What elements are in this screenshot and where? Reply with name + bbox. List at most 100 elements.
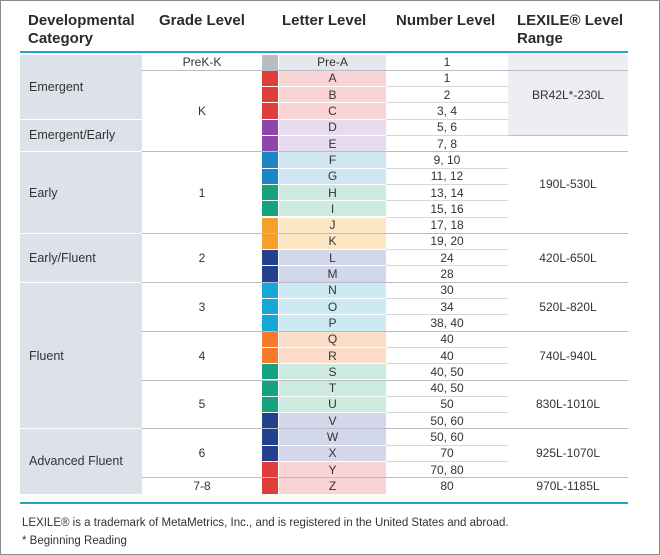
number-level-label: 2 xyxy=(443,87,451,102)
number-level-cell: 40 xyxy=(386,331,508,347)
grade-cell: 3 xyxy=(142,282,262,331)
level-color-swatch xyxy=(262,233,278,250)
header-category: Developmental Category xyxy=(28,12,135,48)
number-level-cell: 50, 60 xyxy=(386,413,508,429)
letter-level-cell: W xyxy=(279,429,386,445)
number-level-cell: 40, 50 xyxy=(386,364,508,380)
letter-level-label: D xyxy=(328,120,337,135)
number-level-label: 34 xyxy=(440,299,454,314)
number-level-cell: 28 xyxy=(386,266,508,282)
category-label: Fluent xyxy=(29,348,64,363)
number-level-cell: 34 xyxy=(386,299,508,315)
number-level-cell: 13, 14 xyxy=(386,184,508,200)
letter-level-cell: E xyxy=(279,136,386,152)
number-level-label: 50, 60 xyxy=(430,430,464,445)
number-level-label: 1 xyxy=(443,55,451,70)
letter-level-label: A xyxy=(328,71,337,86)
letter-level-label: J xyxy=(329,218,336,233)
category-label: Early/Fluent xyxy=(29,250,96,265)
lexile-divider xyxy=(508,135,628,136)
number-level-label: 80 xyxy=(440,478,454,493)
number-level-label: 38, 40 xyxy=(430,315,464,330)
level-color-swatch xyxy=(262,184,278,201)
level-color-swatch xyxy=(262,217,278,233)
level-color-swatch xyxy=(262,364,278,380)
row-divider xyxy=(386,200,508,202)
letter-level-cell: P xyxy=(279,315,386,331)
trademark-note: LEXILE® is a trademark of MetaMetrics, I… xyxy=(22,517,509,529)
header-category-line1: Developmental xyxy=(28,12,135,29)
lexile-range-label: 190L-530L xyxy=(539,177,597,192)
letter-level-label: K xyxy=(328,234,337,249)
grade-label: 6 xyxy=(198,446,206,461)
row-divider xyxy=(386,216,508,218)
number-level-label: 13, 14 xyxy=(430,185,464,200)
number-level-cell: 2 xyxy=(386,87,508,103)
lexile-range-label: 420L-650L xyxy=(539,250,597,265)
lexile-divider xyxy=(508,428,628,430)
letter-level-label: Q xyxy=(327,332,338,347)
number-level-cell: 15, 16 xyxy=(386,201,508,217)
letter-level-label: U xyxy=(328,397,337,412)
category-label: Emergent xyxy=(29,79,84,94)
header-category-line2: Category xyxy=(28,30,94,47)
letter-level-cell: Pre-A xyxy=(279,54,386,70)
row-divider xyxy=(386,412,508,414)
level-color-swatch xyxy=(262,119,278,135)
row-divider xyxy=(386,249,508,251)
letter-level-cell: K xyxy=(279,233,386,250)
number-level-cell: 50, 60 xyxy=(386,429,508,445)
number-level-label: 50, 60 xyxy=(430,413,464,428)
row-divider xyxy=(386,135,508,136)
number-level-label: 15, 16 xyxy=(430,201,464,216)
letter-level-cell: J xyxy=(279,217,386,233)
level-color-swatch xyxy=(262,445,278,461)
letter-level-label: C xyxy=(328,104,337,119)
grade-label: 1 xyxy=(198,185,206,200)
number-level-cell: 3, 4 xyxy=(386,103,508,119)
letter-level-label: I xyxy=(330,201,335,216)
letter-level-label: R xyxy=(328,348,337,363)
letter-level-cell: C xyxy=(279,103,386,119)
letter-level-label: O xyxy=(327,299,338,314)
letter-level-label: S xyxy=(328,364,337,379)
number-level-cell: 70, 80 xyxy=(386,462,508,478)
category-cell: Fluent xyxy=(20,282,142,429)
number-level-label: 40 xyxy=(440,332,454,347)
letter-level-cell: G xyxy=(279,168,386,184)
grade-label: 7-8 xyxy=(193,478,211,493)
table-top-rule xyxy=(20,51,628,53)
letter-level-cell: X xyxy=(279,445,386,461)
row-divider xyxy=(386,167,508,169)
level-color-swatch xyxy=(262,413,278,429)
letter-level-cell: F xyxy=(279,152,386,168)
grade-cell: 5 xyxy=(142,380,262,429)
level-color-swatch xyxy=(262,347,278,364)
group-divider xyxy=(142,281,628,283)
lexile-divider xyxy=(508,379,628,381)
grade-label: PreK-K xyxy=(182,55,222,70)
group-divider xyxy=(142,428,628,430)
letter-level-cell: R xyxy=(279,347,386,364)
lexile-range-label: 740L-940L xyxy=(539,348,597,363)
lexile-range-cell: 420L-650L xyxy=(508,233,628,282)
number-level-cell: 1 xyxy=(386,70,508,86)
number-level-label: 19, 20 xyxy=(430,234,464,249)
letter-level-cell: H xyxy=(279,184,386,201)
lexile-range-cell: 740L-940L xyxy=(508,331,628,380)
letter-level-cell: N xyxy=(279,282,386,298)
row-divider xyxy=(386,363,508,365)
level-color-swatch xyxy=(262,396,278,413)
row-divider xyxy=(386,102,508,104)
category-label: Advanced Fluent xyxy=(29,454,123,469)
number-level-cell: 17, 18 xyxy=(386,217,508,233)
row-divider xyxy=(386,346,508,348)
number-level-cell: 50 xyxy=(386,396,508,412)
lexile-divider xyxy=(508,281,628,283)
grade-label: 5 xyxy=(198,397,206,412)
number-level-label: 7, 8 xyxy=(436,136,457,151)
letter-level-label: V xyxy=(328,413,337,428)
grade-label: K xyxy=(197,104,206,119)
level-color-swatch xyxy=(262,462,278,478)
level-color-swatch xyxy=(262,380,278,396)
